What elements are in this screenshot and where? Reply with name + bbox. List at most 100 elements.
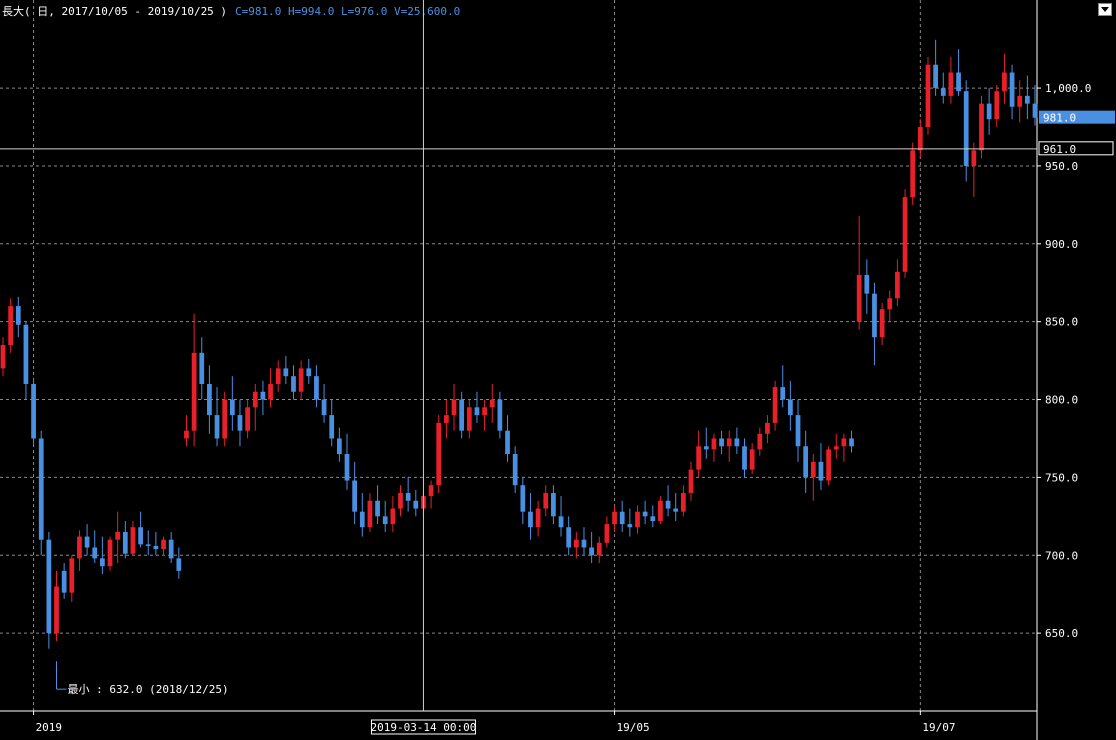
candle-body (573, 539, 579, 548)
candle-body (734, 438, 740, 447)
candle-body (826, 449, 831, 481)
candle-body (979, 103, 984, 151)
candle-body (742, 446, 747, 470)
candle-body (665, 500, 671, 509)
candle-body (222, 399, 228, 439)
candle-body (92, 547, 98, 559)
candle-body (398, 492, 403, 509)
chart-header: 長大( 日, 2017/10/05 - 2019/10/25 ) C=981.0 … (2, 3, 460, 19)
candle-body (214, 415, 220, 439)
candle-body (107, 539, 113, 567)
candle-body (528, 511, 533, 528)
candle-body (8, 306, 14, 346)
candle-body (15, 306, 21, 325)
candle-body (994, 91, 1000, 120)
y-tick-label: 750.0 (1045, 471, 1078, 484)
candle-body (77, 536, 82, 559)
candle-body (566, 527, 572, 548)
candle-body (520, 485, 526, 512)
candle-body (482, 407, 487, 416)
candle-body (260, 391, 266, 400)
candle-body (138, 527, 143, 545)
candle-body (390, 508, 396, 525)
candle-body (505, 430, 510, 455)
candle-body (184, 430, 189, 439)
candle-body (61, 570, 67, 593)
candle-body (757, 433, 763, 450)
candle-body (207, 383, 212, 416)
candle-body (497, 399, 503, 431)
candle-body (917, 127, 923, 151)
y-tick-label: 650.0 (1045, 627, 1078, 640)
chevron-down-icon[interactable] (1098, 3, 1112, 16)
candle-body (864, 274, 870, 294)
candle-body (879, 309, 885, 338)
candle-body (512, 454, 518, 486)
candle-body (46, 539, 52, 634)
candle-body (818, 461, 824, 481)
candle-body (551, 492, 556, 517)
candle-body (153, 545, 159, 550)
candle-body (321, 399, 327, 416)
y-tick-label: 700.0 (1045, 549, 1078, 562)
candle-body (910, 150, 916, 198)
crosshair-date-box (370, 719, 476, 735)
candle-body (810, 461, 816, 478)
candle-body (719, 438, 724, 447)
candle-body (0, 345, 6, 369)
x-tick-label: 19/07 (922, 721, 955, 734)
x-tick-label: 19/05 (617, 721, 650, 734)
candle-body (872, 293, 877, 338)
candle-body (856, 274, 862, 322)
candle-body (581, 539, 587, 548)
candle-body (1032, 103, 1038, 118)
candle-body (466, 407, 472, 431)
candle-body (1017, 95, 1023, 107)
candle-body (765, 422, 770, 434)
candle-body (283, 368, 289, 377)
candle-body (54, 586, 59, 634)
candle-body (749, 449, 755, 470)
candle-body (772, 387, 778, 423)
candle-body (451, 399, 457, 416)
candle-body (367, 500, 373, 528)
candle-body (895, 271, 900, 299)
candle-body (229, 399, 235, 416)
candle-body (1009, 72, 1015, 107)
candle-body (833, 446, 839, 450)
candle-body (275, 368, 281, 384)
candle-body (38, 438, 44, 540)
candle-body (444, 415, 449, 423)
candle-body (359, 511, 365, 528)
candle-body (168, 539, 174, 559)
candle-body (191, 352, 197, 431)
candle-body (474, 407, 480, 416)
candle-body (535, 508, 541, 528)
candle-body (268, 383, 273, 400)
last-price-label: 981.0 (1043, 112, 1076, 125)
candle-body (84, 536, 90, 548)
candle-body (619, 511, 625, 525)
candle-body (673, 508, 679, 512)
candle-body (887, 298, 893, 310)
candle-body (963, 91, 969, 166)
candle-body (31, 383, 36, 439)
candle-body (459, 399, 465, 431)
candle-body (933, 64, 938, 89)
y-tick-label: 800.0 (1045, 394, 1078, 407)
candle-body (803, 446, 809, 478)
candle-body (558, 516, 564, 528)
y-tick-label: 900.0 (1045, 238, 1078, 251)
candle-body (199, 352, 205, 384)
candle-body (849, 438, 854, 447)
candle-body (902, 197, 908, 272)
candle-body (489, 399, 495, 408)
candle-body (986, 103, 992, 120)
candle-body (69, 558, 75, 593)
candle-body (352, 480, 358, 512)
candle-body (604, 524, 610, 543)
candle-body (642, 511, 648, 517)
last-price-marker (1039, 110, 1115, 124)
candle-body (122, 531, 128, 554)
